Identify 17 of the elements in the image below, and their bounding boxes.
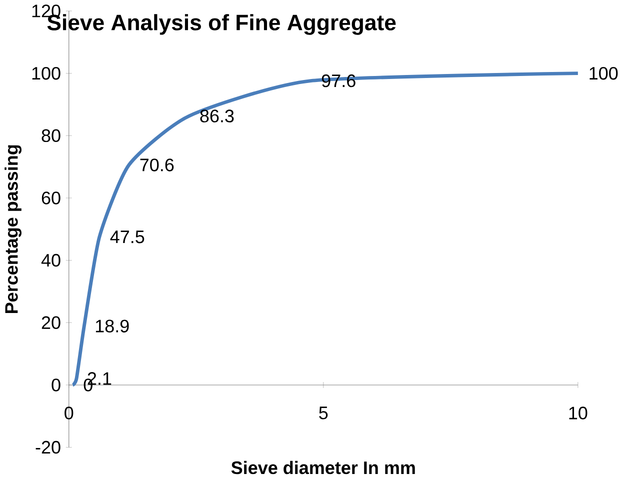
data-label: 70.6: [140, 158, 174, 172]
y-tick-label: 100: [32, 67, 60, 80]
data-label: 47.5: [110, 230, 144, 244]
x-tick-label: 0: [64, 406, 74, 420]
data-label: 100: [590, 67, 618, 80]
y-tick-label: 80: [42, 129, 60, 142]
data-label: 86.3: [200, 110, 234, 122]
y-tick-label: 0: [52, 378, 60, 392]
y-tick-label: 60: [42, 192, 60, 204]
y-tick-label: 40: [41, 254, 60, 267]
y-tick-label: -20: [36, 441, 60, 454]
x-axis-title: Sieve diameter In mm: [231, 461, 415, 474]
y-axis-title: Percentage passing: [4, 145, 22, 314]
y-tick-label: 20: [42, 316, 60, 330]
data-label: 18.9: [96, 320, 129, 333]
x-tick-label: 10: [569, 406, 588, 420]
x-tick-label: 5: [319, 406, 328, 420]
